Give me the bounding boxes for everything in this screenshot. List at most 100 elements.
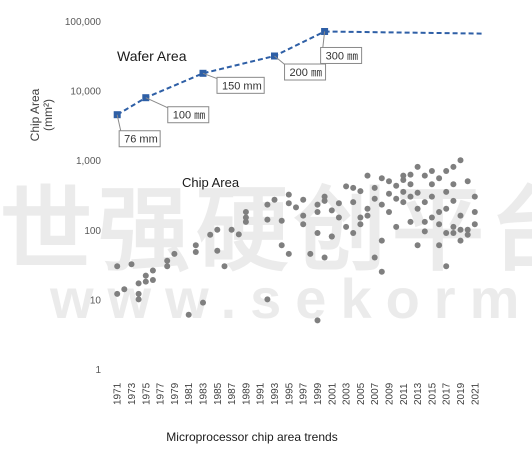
chip-area-point	[321, 254, 328, 261]
x-tick-label: 1971	[113, 382, 124, 405]
wafer-size-label: 200 ㎜	[290, 67, 322, 79]
chip-area-point	[214, 226, 221, 233]
chip-area-point	[450, 230, 457, 236]
chip-area-point	[386, 190, 392, 197]
chip-area-label: Chip Area	[182, 175, 240, 190]
callout-box	[284, 63, 327, 81]
chip-area-point	[393, 195, 400, 202]
callout-box	[216, 76, 265, 94]
chip-area-point	[135, 296, 142, 303]
chip-area-point	[300, 221, 307, 228]
chip-area-point	[464, 178, 471, 185]
chip-area-point	[242, 209, 249, 215]
chip-area-point	[407, 193, 414, 200]
x-tick-label: 1987	[227, 382, 238, 405]
chip-area-point	[200, 299, 206, 306]
x-tick-label: 2003	[342, 382, 353, 405]
chip-area-point	[221, 263, 228, 270]
chip-area-point	[443, 230, 450, 236]
chip-area-point	[457, 226, 464, 233]
chip-area-point	[300, 196, 307, 203]
chip-area-point	[350, 230, 357, 236]
chip-area-point	[192, 242, 199, 249]
callout-box	[320, 46, 363, 64]
chip-area-point	[450, 223, 457, 230]
chip-area-point	[114, 290, 121, 297]
callout-box	[118, 130, 161, 148]
chip-area-point	[464, 231, 471, 238]
chip-area-point	[457, 212, 464, 219]
chip-area-point	[228, 226, 235, 233]
wafer-area-marker	[199, 69, 207, 77]
chip-area-point	[450, 197, 457, 204]
chip-area-point	[471, 221, 478, 228]
x-tick-label: 2017	[442, 382, 453, 405]
y-tick-label: 10	[90, 295, 102, 306]
chip-area-point	[414, 189, 421, 196]
chip-area-point	[400, 172, 407, 179]
chip-area-point	[114, 263, 121, 270]
chip-area-point	[142, 272, 149, 279]
chip-area-point	[264, 296, 271, 303]
chip-area-point	[335, 214, 342, 221]
chip-area-point	[428, 193, 435, 200]
chip-area-point	[464, 226, 471, 233]
x-tick-label: 2011	[399, 383, 410, 405]
chip-area-point	[350, 199, 357, 206]
chip-area-point	[142, 278, 149, 285]
wafer-size-label: 300 ㎜	[326, 50, 358, 62]
chip-area-point	[421, 228, 428, 235]
chip-area-point	[164, 263, 171, 270]
chip-area-point	[371, 184, 378, 191]
chip-area-point	[285, 191, 292, 198]
chip-area-point	[357, 221, 364, 228]
x-tick-label: 1981	[184, 382, 195, 405]
chip-area-point	[378, 175, 385, 182]
axes: 1 10 100 1,000 10,000 100,000 1971 1973 1975 1977…	[65, 17, 482, 405]
watermark-url: www.sekorm.com	[49, 267, 532, 330]
chip-area-point	[350, 184, 357, 191]
chip-area-point	[264, 216, 271, 223]
chip-area-point	[428, 168, 435, 174]
y-tick-label: 1	[95, 365, 101, 376]
x-tick-label: 1973	[127, 382, 138, 405]
chip-area-point	[192, 249, 199, 255]
wafer-size-label: 100 ㎜	[173, 110, 205, 122]
chip-area-point	[235, 231, 242, 238]
chip-area-point	[314, 209, 321, 215]
chip-area-point	[357, 188, 364, 195]
wafer-area-series: 76 mm 100 ㎜ 150 mm 200 ㎜ 300 ㎜	[113, 28, 483, 148]
x-tick-label: 1985	[213, 382, 224, 405]
chip-area-point	[264, 201, 271, 208]
chip-area-point	[421, 218, 428, 225]
callout-box	[167, 106, 210, 124]
chip-area-point	[371, 254, 378, 261]
chip-area-point	[164, 257, 171, 264]
chip-area-point	[378, 237, 385, 244]
chip-area-point	[293, 204, 299, 211]
chip-area-point	[386, 209, 392, 215]
chip-area-point	[414, 163, 421, 170]
chip-area-point	[386, 178, 392, 185]
chip-area-point	[428, 214, 435, 221]
x-tick-label: 2007	[370, 382, 381, 405]
chip-area-point	[128, 261, 135, 268]
chip-area-point	[400, 188, 407, 195]
chip-area-point	[364, 212, 371, 219]
callout-leader	[322, 31, 326, 50]
chip-area-point	[314, 230, 321, 236]
x-tick-label: 1975	[141, 382, 152, 405]
chip-area-point	[443, 205, 450, 212]
chip-area-point	[135, 280, 142, 287]
chip-area-point	[335, 200, 342, 207]
chip-area-point	[471, 209, 478, 215]
chip-area-point	[436, 209, 443, 215]
callout-leader	[116, 114, 122, 133]
y-tick-label: 1,000	[76, 156, 101, 167]
chip-area-point	[271, 196, 278, 203]
chip-area-point	[364, 172, 371, 179]
chip-area-point	[443, 168, 450, 174]
chip-area-point	[414, 242, 421, 249]
chip-area-point	[285, 250, 292, 257]
